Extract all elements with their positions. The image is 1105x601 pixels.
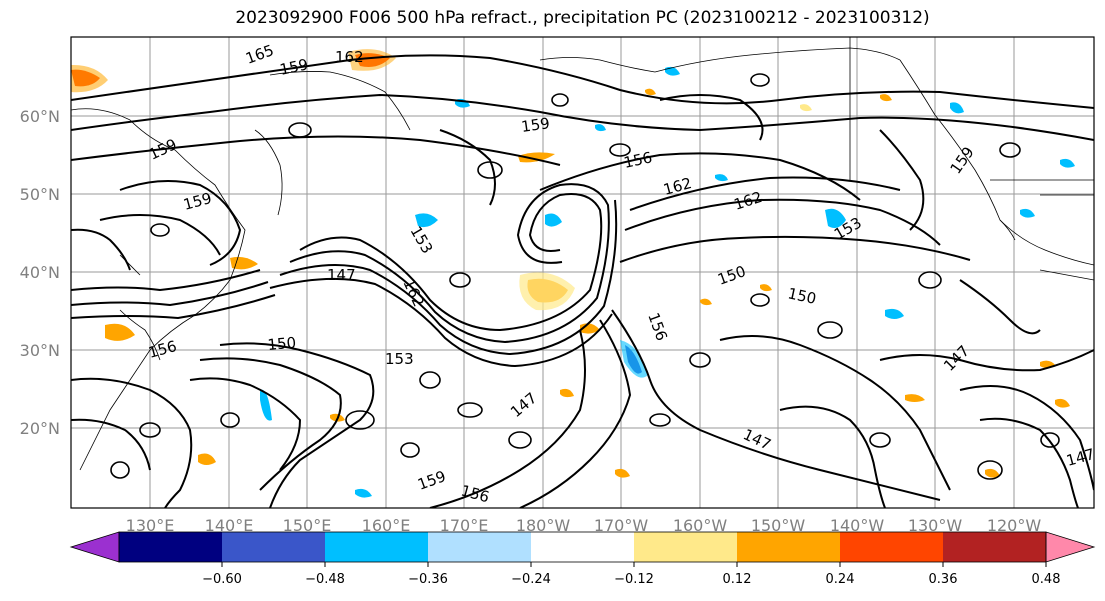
lon-label: 160°W (673, 516, 728, 535)
colorbar-tick-label: −0.60 (202, 572, 242, 587)
contour-label: 153 (385, 350, 414, 368)
colorbar-segment (737, 532, 841, 562)
lon-label: 130°W (908, 516, 963, 535)
lon-label: 140°W (830, 516, 885, 535)
colorbar-tick-label: −0.12 (614, 572, 654, 587)
contour-label: 150 (267, 334, 297, 354)
colorbar-segment (840, 532, 944, 562)
lat-label: 50°N (20, 185, 60, 204)
colorbar-tick-label: 0.12 (723, 572, 752, 587)
colorbar-extend-low (69, 531, 120, 563)
colorbar (69, 531, 1096, 563)
lon-label: 180°W (516, 516, 571, 535)
contour-label: 150 (786, 284, 818, 308)
map-frame (70, 36, 1095, 509)
colorbar-segment (531, 532, 635, 562)
colorbar-segment (428, 532, 532, 562)
contour-label: 156 (622, 148, 654, 172)
precip-positive-areas (71, 49, 1070, 478)
latitude-labels: 60°N 50°N 40°N 30°N 20°N (20, 107, 60, 438)
small-contour-loops (110, 73, 1060, 480)
colorbar-tick-label: 0.24 (826, 572, 855, 587)
precip-negative-areas (260, 66, 1075, 498)
lon-label: 170°W (594, 516, 649, 535)
lon-label: 170°E (440, 516, 489, 535)
colorbar-segment (325, 532, 429, 562)
map-title: 2023092900 F006 500 hPa refract., precip… (235, 8, 930, 28)
lat-label: 60°N (20, 107, 60, 126)
colorbar-segment (943, 532, 1047, 562)
lon-label: 140°E (205, 516, 254, 535)
lon-label: 150°W (751, 516, 806, 535)
lon-label: 130°E (126, 516, 175, 535)
colorbar-frame (118, 531, 1047, 563)
colorbar-tick-label: 0.36 (929, 572, 958, 587)
contour-label: 162 (335, 48, 364, 66)
refractivity-contours (71, 54, 1094, 508)
colorbar-tick-label: −0.24 (511, 572, 551, 587)
lat-label: 20°N (20, 419, 60, 438)
contour-label: 159 (278, 55, 310, 79)
lat-label: 40°N (20, 263, 60, 282)
lon-label: 120°W (987, 516, 1042, 535)
colorbar-extend-high (1045, 531, 1096, 563)
coastlines (71, 37, 1094, 471)
colorbar-tick-label: −0.36 (408, 572, 448, 587)
lon-label: 150°E (283, 516, 332, 535)
colorbar-segment (119, 532, 223, 562)
longitude-labels: 130°E 140°E 150°E 160°E 170°E 180°W 170°… (126, 516, 1042, 535)
colorbar-ticks: −0.60 −0.48 −0.36 −0.24 −0.12 0.12 0.24 0.36 0.4… (202, 562, 1061, 587)
colorbar-tick-label: 0.48 (1032, 572, 1061, 587)
lon-label: 160°E (362, 516, 411, 535)
colorbar-tick-label: −0.48 (305, 572, 345, 587)
colorbar-segment (222, 532, 326, 562)
contour-label: 159 (520, 114, 551, 136)
contour-label: 147 (327, 266, 356, 284)
lat-label: 30°N (20, 341, 60, 360)
colorbar-segment (634, 532, 738, 562)
